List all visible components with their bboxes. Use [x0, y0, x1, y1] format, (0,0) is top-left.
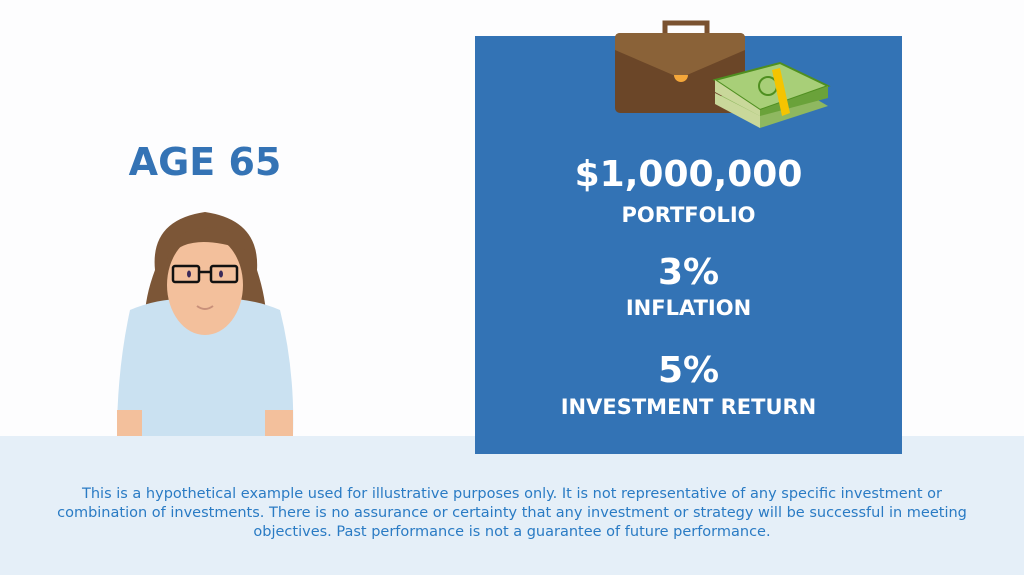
- return-value: 5%: [657, 350, 720, 391]
- disclaimer-text: This is a hypothetical example used for …: [57, 486, 967, 540]
- money-stack-icon: [712, 61, 831, 128]
- inflation-label: INFLATION: [625, 296, 752, 320]
- age-title: AGE 65: [128, 140, 282, 184]
- return-label: INVESTMENT RETURN: [560, 395, 817, 419]
- woman-illustration: [117, 212, 294, 436]
- portfolio-label: PORTFOLIO: [621, 203, 756, 227]
- inflation-value: 3%: [657, 252, 720, 293]
- portfolio-value: $1,000,000: [574, 154, 803, 195]
- footer-band: [0, 436, 1024, 575]
- portfolio-panel: $1,000,000 PORTFOLIO 3% INFLATION 5% INV…: [475, 36, 902, 454]
- briefcase-money-icon: [615, 20, 831, 128]
